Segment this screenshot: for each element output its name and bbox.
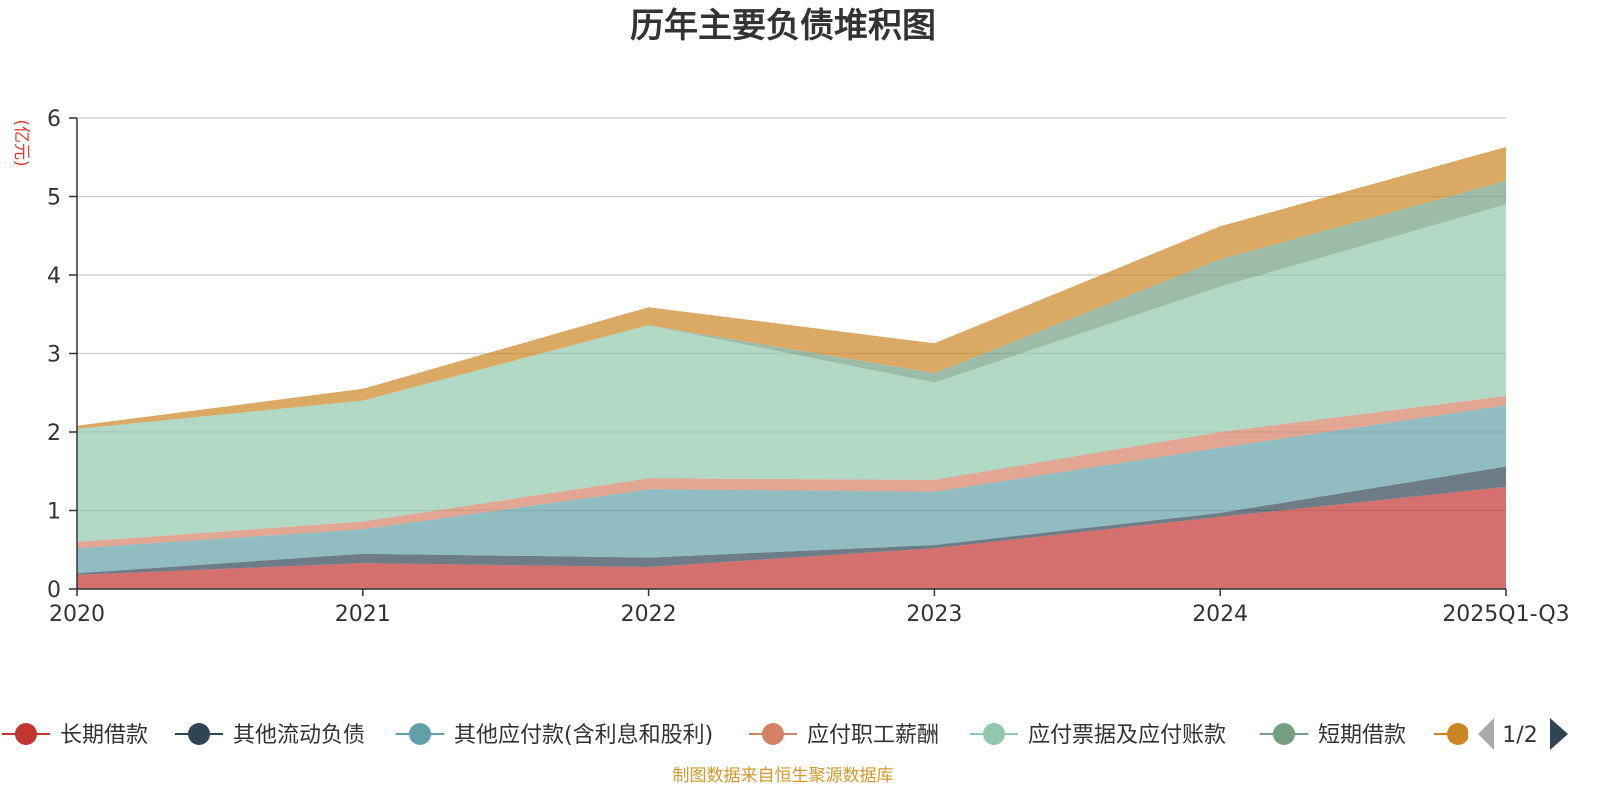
y-tick-label: 1 — [47, 500, 61, 525]
legend-marker-icon — [188, 723, 210, 745]
area-series-长期借款 — [77, 486, 1506, 589]
legend-label: 其他流动负债 — [233, 723, 365, 748]
legend-marker-icon — [1273, 723, 1295, 745]
legend-prev-page-icon[interactable] — [1478, 718, 1494, 750]
chart-title: 历年主要负债堆积图 — [630, 6, 936, 46]
legend-item[interactable]: 应付职工薪酬 — [749, 723, 939, 748]
legend-next-page-icon[interactable] — [1550, 718, 1568, 750]
area-series-group — [77, 147, 1506, 589]
y-tick-label: 5 — [47, 186, 61, 211]
y-tick-label: 0 — [47, 578, 61, 603]
legend-label: 应付票据及应付账款 — [1028, 723, 1226, 748]
legend-item[interactable]: 长期借款 — [2, 723, 148, 748]
y-tick-label: 3 — [47, 343, 61, 368]
legend-item[interactable]: 其他流动负债 — [175, 723, 365, 748]
y-tick-label: 4 — [47, 264, 61, 289]
area-series-其他流动负债 — [77, 466, 1506, 575]
legend-page-indicator: 1/2 — [1502, 723, 1537, 748]
area-series-应付职工薪酬 — [77, 395, 1506, 549]
legend-label: 其他应付款(含利息和股利) — [454, 723, 713, 748]
legend-item[interactable]: 应付票据及应付账款 — [970, 723, 1226, 748]
axes: 0 1 2 3 4 5 6 2020 2021 2022 2023 2024 2025Q1-Q3 — [47, 107, 1570, 627]
legend-label: 应付职工薪酬 — [807, 723, 939, 748]
legend-marker-icon — [762, 723, 784, 745]
legend-label: 长期借款 — [60, 723, 148, 748]
legend-item[interactable]: 其他应付款(含利息和股利) — [396, 723, 713, 748]
legend-marker-icon — [1447, 723, 1468, 745]
x-tick-label: 2023 — [906, 602, 962, 627]
legend-label: 短期借款 — [1318, 723, 1406, 748]
legend-item[interactable] — [1434, 723, 1482, 745]
y-tick-label: 2 — [47, 421, 61, 446]
x-tick-label: 2024 — [1192, 602, 1248, 627]
x-tick-label: 2021 — [335, 602, 391, 627]
legend-item[interactable]: 短期借款 — [1260, 723, 1406, 748]
legend-marker-icon — [409, 723, 431, 745]
x-tick-label: 2022 — [621, 602, 677, 627]
x-tick-label: 2020 — [49, 602, 105, 627]
data-source-note: 制图数据来自恒生聚源数据库 — [673, 766, 894, 786]
legend-pager[interactable]: 1/2 — [1478, 718, 1568, 750]
x-tick-label: 2025Q1-Q3 — [1442, 602, 1569, 627]
y-tick-label: 6 — [47, 107, 61, 132]
area-series-应付票据及应付账款 — [77, 204, 1506, 542]
y-axis-unit-label: (亿元) — [11, 119, 31, 166]
legend[interactable]: 长期借款 其他流动负债 其他应付款(含利息和股利) 应付职工薪酬 应付票据及应付账款 短期… — [2, 723, 1482, 748]
legend-marker-icon — [983, 723, 1005, 745]
area-series-其他应付款(含利息和股利) — [77, 405, 1506, 574]
legend-marker-icon — [15, 723, 37, 745]
